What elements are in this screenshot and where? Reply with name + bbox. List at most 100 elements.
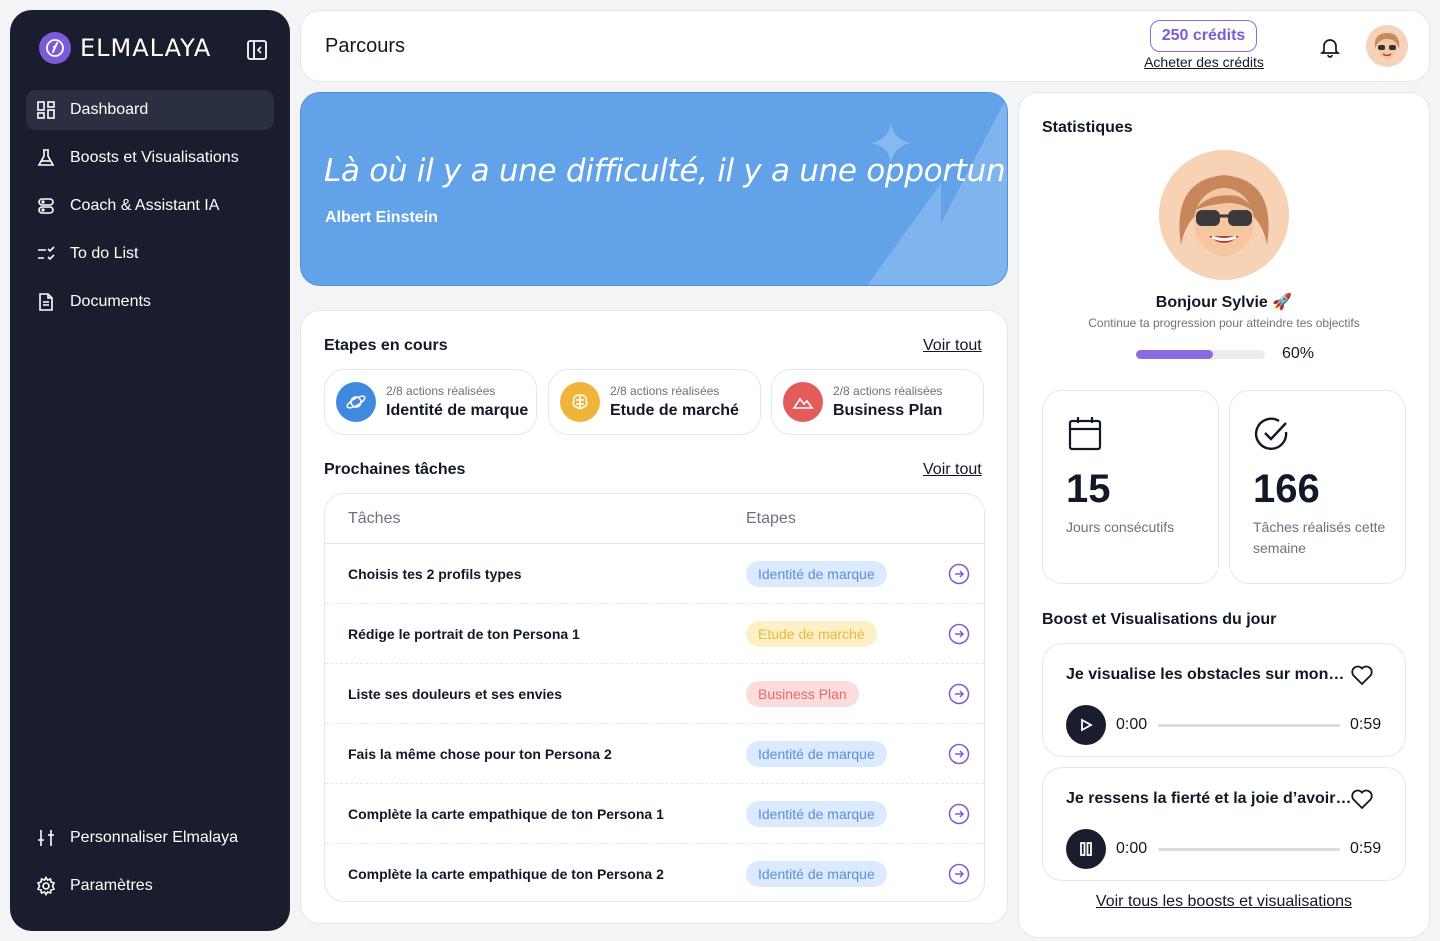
checklist-icon xyxy=(38,246,55,261)
step-card-brand-identity[interactable]: 2/8 actions réalisées Identité de marque xyxy=(324,369,537,435)
document-icon xyxy=(39,293,53,311)
arrow-right-circle-icon[interactable] xyxy=(948,683,970,705)
dashboard-icon xyxy=(37,101,55,119)
total-time: 0:59 xyxy=(1350,840,1382,857)
arrow-right-circle-icon[interactable] xyxy=(948,803,970,825)
greeting-subtitle: Continue ta progression pour atteindre t… xyxy=(1088,316,1360,330)
streak-stat-card: 15 Jours consécutifs xyxy=(1042,390,1219,584)
steps-title: Etapes en cours xyxy=(324,337,448,354)
audio-player: Je ressens la fierté et la joie d’avoir…… xyxy=(1042,767,1406,881)
greeting: Bonjour Sylvie 🚀 xyxy=(1155,294,1293,311)
tasks-stat-card: 166 Tâches réalisés cette semaine xyxy=(1229,390,1406,584)
sidebar: ELMALAYA Dashboard Boosts et Visualisati… xyxy=(10,10,290,931)
brand-logo[interactable]: ELMALAYA xyxy=(39,32,211,64)
tasks-title: Prochaines tâches xyxy=(324,461,466,478)
credits-badge[interactable]: 250 crédits xyxy=(1150,20,1257,52)
table-row[interactable]: Liste ses douleurs et ses envies Busines… xyxy=(325,664,984,724)
step-tag: Etude de marché xyxy=(746,621,877,647)
buy-credits-link[interactable]: Acheter des crédits xyxy=(1144,54,1264,70)
sidebar-item-todo[interactable]: To do List xyxy=(26,234,274,274)
step-card-market-study[interactable]: 2/8 actions réalisées Etude de marché xyxy=(548,369,761,435)
task-name: Complète la carte empathique de ton Pers… xyxy=(348,806,664,822)
step-tag: Identité de marque xyxy=(746,741,887,767)
task-name: Rédige le portrait de ton Persona 1 xyxy=(348,626,580,642)
gear-icon xyxy=(36,876,56,896)
sidebar-item-label: Boosts et Visualisations xyxy=(70,149,239,166)
arrow-right-circle-icon[interactable] xyxy=(948,563,970,585)
step-tag: Business Plan xyxy=(746,681,859,707)
current-time: 0:00 xyxy=(1116,840,1148,857)
tasks-done-value: 166 xyxy=(1253,467,1320,511)
step-progress: 2/8 actions réalisées xyxy=(386,384,496,398)
column-header-tasks: Tâches xyxy=(348,510,401,527)
audio-player: Je visualise les obstacles sur mon… 0:00… xyxy=(1042,643,1406,757)
step-name: Business Plan xyxy=(833,402,943,419)
sidebar-item-label: Dashboard xyxy=(70,101,149,118)
arrow-right-circle-icon[interactable] xyxy=(948,863,970,885)
sidebar-item-label: Personnaliser Elmalaya xyxy=(70,829,239,846)
progress-percent: 60% xyxy=(1282,345,1315,362)
calendar-icon xyxy=(1068,417,1102,451)
sidebar-item-label: Coach & Assistant IA xyxy=(70,197,220,214)
step-name: Identité de marque xyxy=(386,402,529,419)
quote-banner: Là où il y a une difficulté, il y a une … xyxy=(300,92,1008,286)
tasks-table: Tâches Etapes Choisis tes 2 profils type… xyxy=(324,493,985,902)
header-divider xyxy=(325,543,984,544)
sidebar-item-label: Documents xyxy=(70,293,151,310)
heart-icon[interactable] xyxy=(1350,663,1374,687)
play-button[interactable] xyxy=(1066,705,1106,745)
sidebar-item-documents[interactable]: Documents xyxy=(26,282,274,322)
streak-value: 15 xyxy=(1066,467,1111,511)
boosts-title: Boost et Visualisations du jour xyxy=(1042,611,1277,628)
task-name: Liste ses douleurs et ses envies xyxy=(348,686,562,702)
profile-avatar xyxy=(1159,150,1289,280)
progress-bar xyxy=(1136,350,1265,359)
column-header-steps: Etapes xyxy=(746,510,796,527)
step-tag: Identité de marque xyxy=(746,801,887,827)
sidebar-item-dashboard[interactable]: Dashboard xyxy=(26,90,274,130)
progress-fill xyxy=(1136,350,1214,359)
table-row[interactable]: Complète la carte empathique de ton Pers… xyxy=(325,844,984,901)
arrow-right-circle-icon[interactable] xyxy=(948,743,970,765)
table-row[interactable]: Complète la carte empathique de ton Pers… xyxy=(325,784,984,844)
sidebar-item-boosts[interactable]: Boosts et Visualisations xyxy=(26,138,274,178)
table-row[interactable]: Choisis tes 2 profils types Identité de … xyxy=(325,544,984,604)
sidebar-item-coach[interactable]: Coach & Assistant IA xyxy=(26,186,274,226)
avatar[interactable] xyxy=(1366,25,1408,67)
steps-see-all-link[interactable]: Voir tout xyxy=(923,337,982,354)
seek-bar[interactable] xyxy=(1158,848,1340,851)
step-tag: Identité de marque xyxy=(746,861,887,887)
tasks-see-all-link[interactable]: Voir tout xyxy=(923,461,982,478)
step-card-business-plan[interactable]: 2/8 actions réalisées Business Plan xyxy=(771,369,984,435)
check-circle-icon xyxy=(1254,417,1288,450)
sidebar-item-label: Paramètres xyxy=(70,877,153,894)
arrow-right-circle-icon[interactable] xyxy=(948,623,970,645)
collapse-sidebar-icon[interactable] xyxy=(246,39,268,61)
sidebar-item-customize[interactable]: Personnaliser Elmalaya xyxy=(26,818,274,858)
quote-author: Albert Einstein xyxy=(325,209,438,226)
sliders-icon xyxy=(38,830,54,846)
table-row[interactable]: Rédige le portrait de ton Persona 1 Etud… xyxy=(325,604,984,664)
all-boosts-link[interactable]: Voir tous les boosts et visualisations xyxy=(1095,893,1353,910)
pause-button[interactable] xyxy=(1066,829,1106,869)
step-progress: 2/8 actions réalisées xyxy=(610,384,720,398)
tasks-done-label: Tâches réalisés cette semaine xyxy=(1253,519,1386,556)
heart-icon[interactable] xyxy=(1350,787,1374,811)
boost-title: Je ressens la fierté et la joie d’avoir… xyxy=(1066,790,1352,807)
boost-title: Je visualise les obstacles sur mon… xyxy=(1066,666,1345,683)
banner-decoration xyxy=(867,96,1007,285)
planet-icon xyxy=(336,382,376,422)
brand-name: ELMALAYA xyxy=(80,34,212,62)
step-tag: Identité de marque xyxy=(746,561,887,587)
task-name: Fais la même chose pour ton Persona 2 xyxy=(348,746,612,762)
bell-icon[interactable] xyxy=(1319,36,1341,58)
table-row[interactable]: Fais la même chose pour ton Persona 2 Id… xyxy=(325,724,984,784)
main-nav: Dashboard Boosts et Visualisations Coach… xyxy=(26,90,274,330)
step-name: Etude de marché xyxy=(610,402,739,419)
mountain-icon xyxy=(783,382,823,422)
seek-bar[interactable] xyxy=(1158,724,1340,727)
current-time: 0:00 xyxy=(1116,716,1148,733)
sidebar-item-label: To do List xyxy=(70,245,139,262)
streak-label: Jours consécutifs xyxy=(1066,519,1175,535)
sidebar-item-settings[interactable]: Paramètres xyxy=(26,866,274,906)
